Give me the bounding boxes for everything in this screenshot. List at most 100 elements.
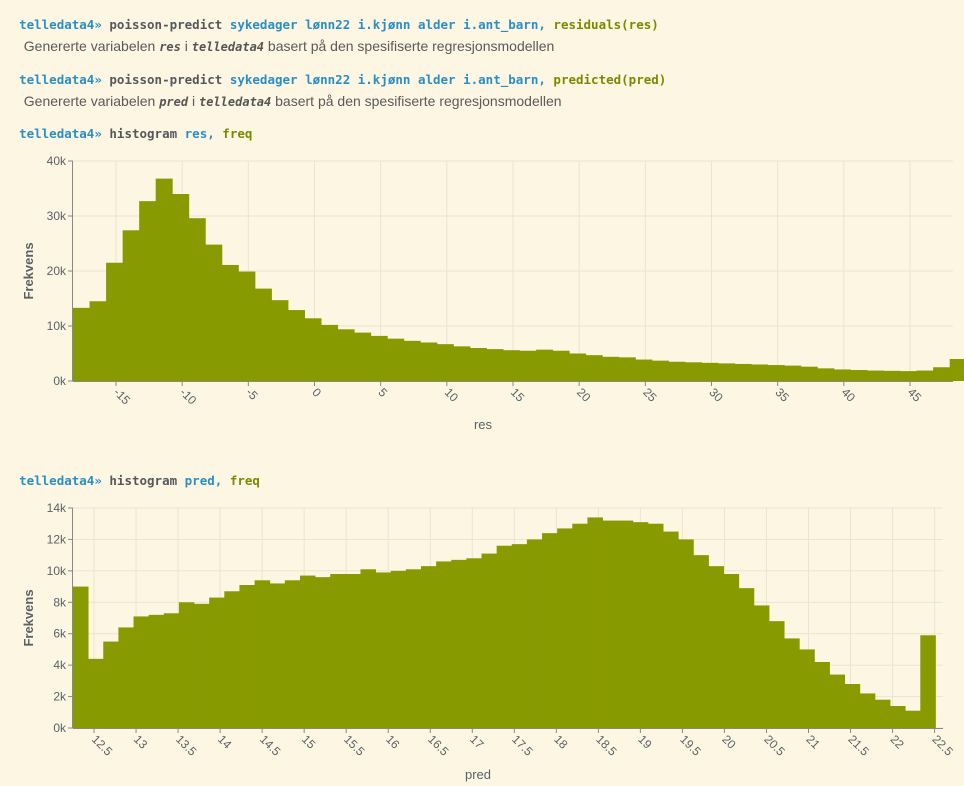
histogram-bar <box>496 545 513 728</box>
histogram-bar <box>148 614 165 728</box>
prompt: telledata4» <box>19 473 102 488</box>
y-axis-label: Frekvens <box>21 589 36 646</box>
histogram-bar <box>751 364 769 381</box>
histogram-bar <box>103 641 119 728</box>
histogram-bar <box>345 574 361 728</box>
x-tick-label: 22 <box>887 732 907 752</box>
command-option: freq <box>229 473 260 488</box>
output-line-2: Genererte variabelen pred i telledata4 b… <box>16 77 562 109</box>
histogram-bar <box>814 662 830 728</box>
histogram-bar <box>271 300 289 381</box>
histogram-bar <box>88 658 104 728</box>
y-tick-label: 0k <box>53 374 67 388</box>
histogram-bar <box>118 627 134 728</box>
histogram-bar <box>552 350 570 381</box>
x-tick-label: 12.5 <box>89 732 116 759</box>
histogram-bar <box>647 523 664 728</box>
x-tick-label: 20.5 <box>761 732 788 759</box>
output-text: i <box>180 38 192 54</box>
x-tick-label: 15 <box>299 732 319 752</box>
y-tick-label: 10k <box>47 564 67 578</box>
histogram-bar <box>542 533 558 728</box>
x-tick-label: 21 <box>803 732 823 752</box>
histogram-bar <box>890 706 906 728</box>
histogram-bar <box>799 649 815 728</box>
histogram-bar <box>221 264 239 381</box>
command-vars: res, <box>184 126 215 141</box>
histogram-bar <box>387 338 405 381</box>
histogram-bar <box>451 559 467 728</box>
histogram-bar <box>269 583 286 728</box>
histogram-bar <box>753 605 770 728</box>
x-tick-label: 35 <box>773 385 793 405</box>
histogram-bar <box>557 528 573 728</box>
x-tick-label: 0 <box>309 385 324 400</box>
histogram-bar <box>178 602 195 728</box>
y-tick-label: 40k <box>47 154 67 168</box>
command-keyword: histogram <box>109 473 178 488</box>
histogram-bar <box>859 693 876 728</box>
histogram-bar <box>511 544 528 728</box>
histogram-bar <box>920 635 936 728</box>
histogram-bar <box>916 370 934 381</box>
histogram-bar <box>73 586 89 728</box>
x-tick-label: 20 <box>719 732 739 752</box>
x-tick-label: 13 <box>131 732 151 752</box>
output-dataset: telledata4 <box>199 95 272 109</box>
output-var: res <box>159 40 181 54</box>
histogram-bar <box>486 349 504 381</box>
histogram-bar <box>784 638 800 728</box>
x-tick-label: 19.5 <box>677 732 704 759</box>
histogram-bar <box>833 369 851 381</box>
prompt: telledata4» <box>19 126 102 141</box>
histogram-bar <box>866 370 884 381</box>
x-tick-label: 21.5 <box>845 732 872 759</box>
histogram-bar <box>420 342 438 381</box>
x-tick-label: 15.5 <box>341 732 368 759</box>
histogram-bar <box>663 531 679 728</box>
x-tick-label: 16.5 <box>425 732 452 759</box>
histogram-bar <box>354 332 372 381</box>
histogram-bar <box>337 329 355 381</box>
histogram-bar <box>718 363 736 381</box>
command-line-3: telledata4» histogram res, freq <box>4 111 252 141</box>
histogram-bar <box>844 684 861 728</box>
command-keyword: poisson-predict <box>109 72 223 87</box>
histogram-bar <box>678 539 694 728</box>
histogram-bar <box>784 365 802 381</box>
histogram-bar <box>436 344 454 381</box>
histogram-bar <box>829 674 846 728</box>
histogram-bar <box>734 363 752 381</box>
x-tick-label: 13.5 <box>173 732 200 759</box>
output-text: basert på den spesifiserte regresjonsmod… <box>271 93 562 109</box>
histogram-bar <box>224 591 240 728</box>
histogram-bar <box>360 569 377 728</box>
histogram-bar <box>188 218 206 381</box>
command-option: predicted(pred) <box>553 72 667 87</box>
histogram-bar <box>585 355 603 381</box>
histogram-bar <box>602 520 619 728</box>
histogram-bar <box>900 371 918 381</box>
y-tick-label: 30k <box>47 209 67 223</box>
histogram-bar <box>254 580 271 728</box>
histogram-bar <box>133 616 150 728</box>
y-tick-label: 4k <box>53 658 67 672</box>
x-axis-label: pred <box>465 767 491 782</box>
y-axis-label: Frekvens <box>21 242 36 299</box>
histogram-bar <box>370 335 388 381</box>
y-tick-label: 2k <box>53 690 67 704</box>
histogram-bar <box>572 523 588 728</box>
x-tick-label: 18.5 <box>593 732 620 759</box>
histogram-bar <box>466 558 482 728</box>
histogram-bar <box>481 553 498 728</box>
command-vars: sykedager lønn22 i.kjønn alder i.ant_bar… <box>229 17 546 32</box>
histogram-bar <box>239 585 255 728</box>
histogram-bar <box>800 366 818 381</box>
histogram-bar <box>321 324 339 381</box>
prompt: telledata4» <box>19 72 102 87</box>
y-tick-label: 8k <box>53 595 67 609</box>
histogram-bar <box>668 361 686 381</box>
histogram-bar <box>73 307 90 381</box>
y-tick-label: 0k <box>53 721 67 735</box>
histogram-bar <box>330 574 346 728</box>
